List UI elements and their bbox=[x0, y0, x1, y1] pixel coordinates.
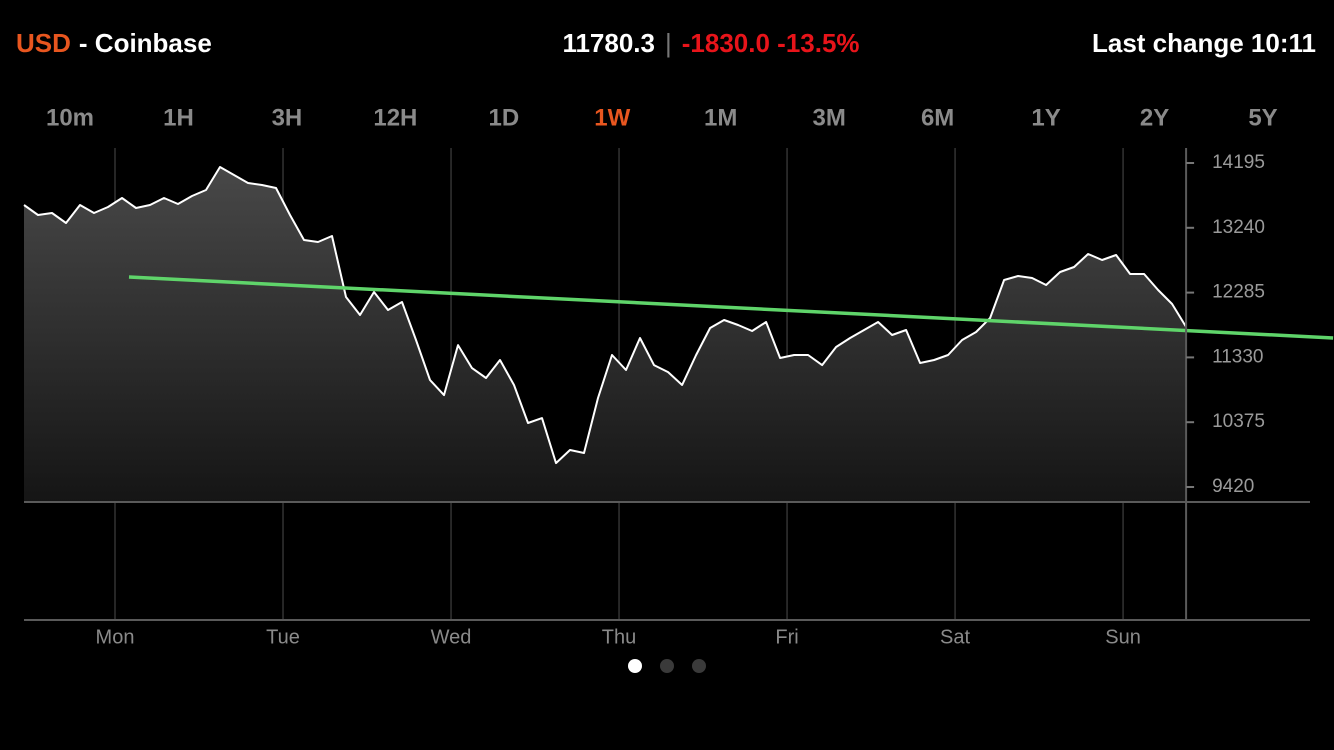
trend-line bbox=[128, 275, 1334, 340]
x-tick-label: Wed bbox=[431, 626, 472, 648]
tab[interactable]: 12H bbox=[373, 104, 417, 131]
tab[interactable]: 1Y bbox=[1031, 104, 1060, 131]
tab[interactable]: 1M bbox=[704, 104, 737, 131]
page-dot[interactable] bbox=[660, 659, 674, 673]
tab[interactable]: 1H bbox=[163, 104, 194, 131]
separator: | bbox=[665, 28, 672, 58]
price-summary: 11780.3 | -1830.0 -13.5% bbox=[562, 28, 859, 58]
tab[interactable]: 1D bbox=[488, 104, 519, 131]
exchange: - Coinbase bbox=[79, 28, 212, 58]
y-tick-label: 12285 bbox=[1212, 282, 1265, 303]
tab[interactable]: 3M bbox=[813, 104, 846, 131]
x-tick-label: Sat bbox=[940, 626, 970, 648]
x-tick-label: Mon bbox=[96, 626, 135, 648]
page-dot[interactable] bbox=[692, 659, 706, 673]
y-tick-label: 11330 bbox=[1212, 346, 1263, 367]
tab[interactable]: 10m bbox=[46, 104, 94, 131]
timeframe-tabs: 10m 1H 3H 12H 1D 1W 1M 3M 6M 1Y 2Y 5Y bbox=[46, 104, 1278, 131]
y-tick-label: 14195 bbox=[1212, 152, 1265, 173]
tab[interactable]: 5Y bbox=[1248, 104, 1277, 131]
x-tick-label: Thu bbox=[602, 626, 636, 648]
tab[interactable]: 1W bbox=[594, 104, 630, 131]
x-tick-label: Tue bbox=[266, 626, 300, 648]
chart: Mon Tue Wed Thu Fri Sat Sun 9420 10375 11330 12285… bbox=[23, 148, 1334, 648]
price-line bbox=[23, 166, 1187, 465]
page-dot-active[interactable] bbox=[628, 659, 642, 673]
y-tick-label: 9420 bbox=[1212, 476, 1254, 497]
price-area bbox=[24, 167, 1187, 502]
y-tick-label: 13240 bbox=[1212, 217, 1265, 238]
price-change: -1830.0 -13.5% bbox=[682, 28, 860, 58]
price: 11780.3 bbox=[562, 28, 655, 58]
x-tick-label: Fri bbox=[775, 626, 798, 648]
tab[interactable]: 3H bbox=[272, 104, 303, 131]
tab[interactable]: 2Y bbox=[1140, 104, 1169, 131]
last-change: Last change 10:11 bbox=[1092, 28, 1316, 58]
y-tick-label: 10375 bbox=[1212, 411, 1265, 432]
x-tick-label: Sun bbox=[1105, 626, 1141, 648]
tab[interactable]: 6M bbox=[921, 104, 954, 131]
market-label: USD - Coinbase bbox=[16, 28, 212, 58]
currency: USD bbox=[16, 28, 71, 58]
